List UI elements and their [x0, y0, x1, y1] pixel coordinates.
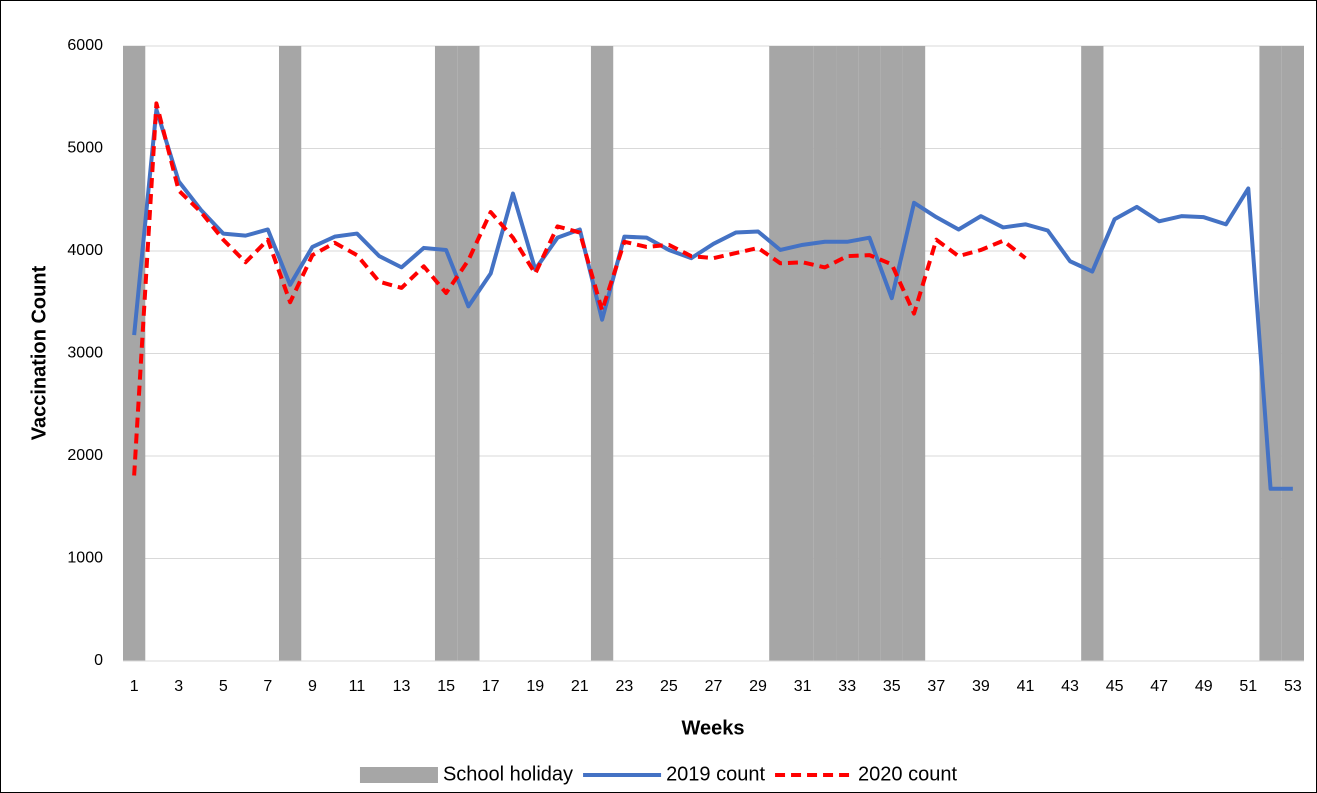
- y-tick-label: 5000: [67, 140, 103, 157]
- x-tick-label: 31: [794, 678, 812, 695]
- lines: [123, 101, 1304, 662]
- x-tick-label: 53: [1284, 678, 1302, 695]
- holiday-bar: [1259, 46, 1282, 661]
- holiday-bar: [902, 46, 926, 661]
- y-tick-label: 6000: [67, 37, 103, 54]
- x-tick-label: 45: [1106, 678, 1124, 695]
- x-axis-title: Weeks: [681, 717, 744, 739]
- holiday-bar: [836, 46, 859, 661]
- x-tick-label: 27: [705, 678, 723, 695]
- holiday-bar: [434, 46, 458, 661]
- x-tick-label: 17: [482, 678, 500, 695]
- y-tick-label: 4000: [67, 242, 103, 259]
- bars: [123, 46, 1304, 661]
- x-tick-label: 33: [838, 678, 856, 695]
- y-tick-label: 3000: [67, 345, 103, 362]
- x-tick-label: 11: [349, 678, 366, 695]
- holiday-bar: [858, 46, 881, 661]
- holiday-bar: [880, 46, 903, 661]
- x-tick-label: 35: [883, 678, 901, 695]
- x-tick-label: 47: [1150, 678, 1168, 695]
- holiday-bar: [791, 46, 814, 661]
- series-line: [132, 101, 1027, 476]
- y-tick-label: 1000: [67, 550, 103, 567]
- x-tick-label: 37: [927, 678, 945, 695]
- x-tick-label: 13: [393, 678, 411, 695]
- holiday-bar: [123, 46, 146, 661]
- x-tick-label: 5: [219, 678, 228, 695]
- x-tick-label: 15: [437, 678, 455, 695]
- x-tick-label: 23: [615, 678, 633, 695]
- holiday-bar: [590, 46, 614, 661]
- holiday-bar: [813, 46, 837, 661]
- x-tick-label: 19: [526, 678, 544, 695]
- legend-label: 2020 count: [858, 763, 957, 785]
- x-tick-label: 51: [1239, 678, 1257, 695]
- series-line: [132, 107, 1293, 491]
- y-axis-title: Vaccination Count: [28, 265, 50, 440]
- holiday-bar: [1281, 46, 1304, 661]
- x-tick-label: 1: [130, 678, 139, 695]
- legend-swatch: [359, 767, 438, 783]
- holiday-bar: [457, 46, 480, 661]
- grid: [123, 45, 1304, 662]
- holiday-bar: [278, 46, 302, 661]
- holiday-bar: [1081, 46, 1104, 661]
- legend-label: School holiday: [443, 763, 573, 785]
- x-tick-label: 43: [1061, 678, 1079, 695]
- x-tick-label: 7: [263, 678, 272, 695]
- x-tick-label: 49: [1195, 678, 1213, 695]
- legend: School holiday 2019 count 2020 count: [359, 763, 957, 785]
- y-tick-label: 2000: [67, 447, 103, 464]
- x-tick-label: 25: [660, 678, 678, 695]
- x-tick-label: 21: [571, 678, 589, 695]
- x-tick-label: 39: [972, 678, 990, 695]
- y-tick-label: 0: [94, 652, 103, 669]
- x-tick-label: 41: [1017, 678, 1035, 695]
- x-tick-label: 3: [174, 678, 183, 695]
- x-tick-label: 9: [308, 678, 317, 695]
- x-tick-label: 29: [749, 678, 767, 695]
- legend-label: 2019 count: [666, 763, 765, 785]
- holiday-bar: [769, 46, 792, 661]
